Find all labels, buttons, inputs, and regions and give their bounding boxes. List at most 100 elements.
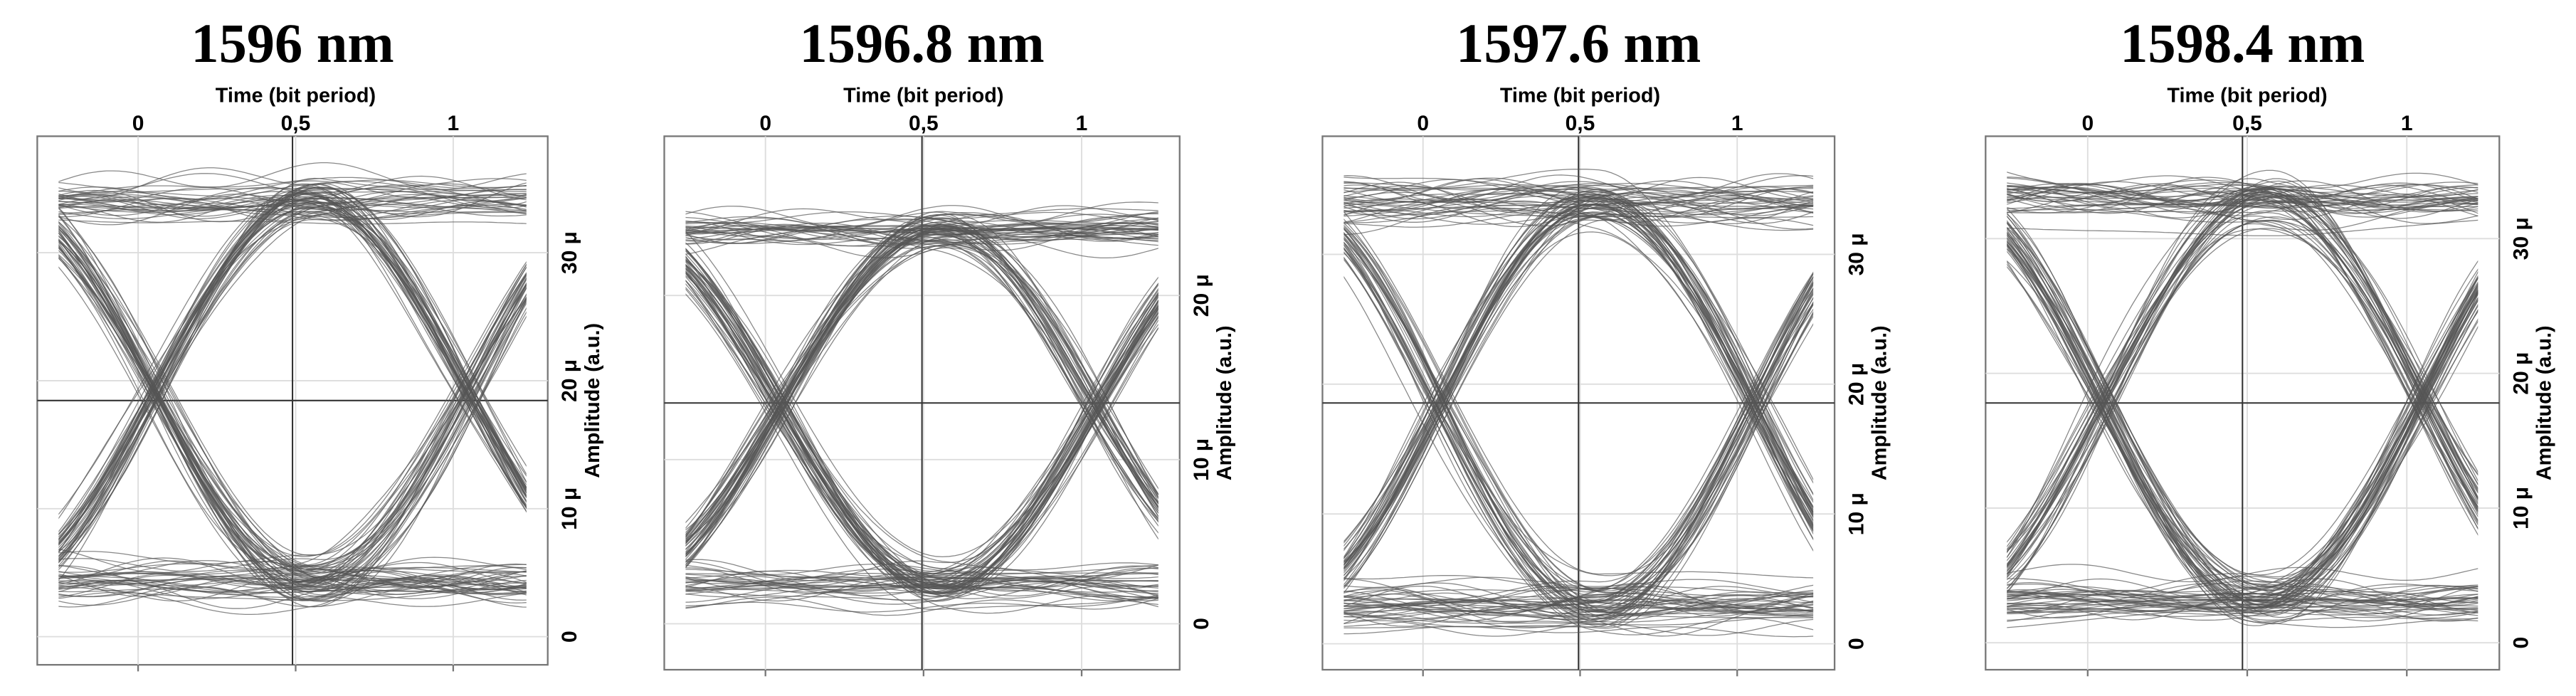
eye-trace [1344, 228, 1814, 615]
eye-trace [58, 263, 527, 573]
traces [2007, 169, 2479, 628]
eye-trace [1344, 248, 1814, 603]
y-tick-label: 20 μ [1844, 363, 1868, 406]
eye-trace [685, 226, 1158, 517]
eye-trace [685, 228, 1158, 540]
eye-trace [58, 198, 527, 213]
eye-trace [58, 283, 527, 586]
eye-trace [1344, 586, 1814, 617]
eye-trace [58, 181, 527, 204]
eye-trace [2007, 179, 2479, 194]
y-tick-label: 30 μ [1844, 233, 1868, 275]
eye-trace [685, 265, 1158, 614]
chart-title: 1596 nm [191, 12, 394, 74]
eye-trace [685, 293, 1158, 610]
eye-trace [2007, 299, 2479, 605]
eye-trace [1344, 196, 1814, 558]
y-axis-label: Amplitude (a.u.) [1213, 325, 1236, 480]
x-axis-label: Time (bit period) [216, 85, 376, 107]
x-tick-label: 0,5 [1566, 112, 1595, 135]
eye-trace [1344, 198, 1814, 567]
x-tick-label: 0 [759, 112, 771, 135]
traces [1344, 169, 1814, 638]
eye-trace [1344, 304, 1814, 626]
eye-trace [1344, 626, 1814, 638]
eye-panel: 1596 nm Time (bit period) 0 0,5 1 0 10 μ 20 μ 30… [36, 12, 604, 672]
y-tick-label: 0 [1190, 618, 1213, 630]
x-tick-label: 0,5 [2232, 112, 2262, 135]
eye-trace [2007, 318, 2479, 628]
y-axis-label: Amplitude (a.u.) [1868, 325, 1891, 480]
eye-trace [685, 263, 1158, 587]
x-tick-label: 1 [2401, 112, 2413, 135]
y-tick-label: 30 μ [558, 231, 581, 274]
eye-trace [685, 205, 1158, 229]
eye-trace [1344, 175, 1814, 481]
y-tick-label: 10 μ [1190, 438, 1213, 481]
eye-trace [2007, 169, 2479, 554]
eye-trace [58, 189, 527, 549]
eye-trace [2007, 564, 2479, 583]
eye-panel: 1597.6 nm Time (bit period) 0 0,5 1 0 10 μ 20 μ… [1321, 12, 1891, 677]
eye-trace [2007, 219, 2479, 236]
eye-trace [1344, 301, 1814, 616]
eye-trace [685, 224, 1158, 515]
eye-trace [2007, 320, 2479, 625]
x-tick-label: 0 [132, 112, 144, 135]
eye-trace [685, 578, 1158, 602]
eye-trace [58, 197, 527, 223]
eye-trace [58, 183, 527, 477]
eye-trace [2007, 265, 2479, 623]
eye-trace [2007, 237, 2479, 608]
eye-trace [1344, 203, 1814, 217]
eye-trace [685, 226, 1158, 563]
chart-title: 1598.4 nm [2120, 12, 2365, 74]
traces [58, 162, 527, 615]
eye-trace [58, 564, 527, 589]
eye-trace [685, 211, 1158, 495]
eye-trace [1344, 190, 1814, 544]
eye-trace [58, 180, 527, 200]
eye-trace [58, 274, 527, 572]
eye-trace [685, 260, 1158, 581]
y-tick-label: 20 μ [1190, 274, 1213, 317]
y-tick-label: 10 μ [558, 487, 581, 530]
eye-trace [685, 259, 1158, 580]
eye-trace [2007, 263, 2479, 606]
eye-trace [1344, 275, 1814, 636]
eye-trace [58, 570, 527, 593]
eye-trace [1344, 191, 1814, 569]
eye-trace [1344, 586, 1814, 599]
eye-trace [58, 211, 527, 569]
eye-trace [2007, 228, 2479, 574]
eye-trace [58, 293, 527, 596]
eye-trace [1344, 244, 1814, 613]
eye-trace [685, 268, 1158, 594]
eye-trace [58, 257, 527, 587]
eye-trace [685, 212, 1158, 538]
eye-trace [2007, 297, 2479, 610]
eye-trace [1344, 605, 1814, 619]
eye-trace [58, 302, 527, 594]
eye-trace [1344, 243, 1814, 637]
eye-trace [1344, 252, 1814, 612]
eye-trace [685, 211, 1158, 226]
eye-trace [2007, 172, 2479, 551]
eye-trace [58, 275, 527, 579]
eye-trace [58, 299, 527, 615]
eye-trace [58, 266, 527, 564]
eye-trace [2007, 185, 2479, 508]
eye-trace [2007, 189, 2479, 559]
eye-trace [685, 223, 1158, 547]
eye-trace [685, 258, 1158, 601]
eye-trace [58, 205, 527, 497]
eye-trace [1344, 213, 1814, 576]
y-tick-label: 10 μ [1844, 492, 1868, 535]
eye-trace [58, 219, 527, 225]
y-tick-label: 30 μ [2509, 217, 2533, 260]
eye-trace [2007, 289, 2479, 603]
eye-trace [1344, 226, 1814, 603]
eye-trace [1344, 232, 1814, 618]
eye-trace [1344, 218, 1814, 589]
eye-trace [1344, 193, 1814, 562]
